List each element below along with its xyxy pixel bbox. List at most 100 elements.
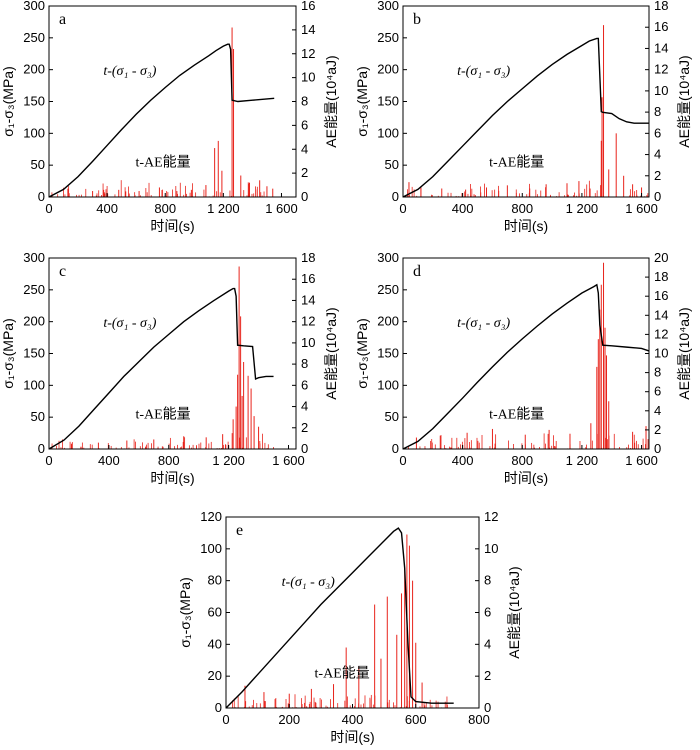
y-left-tick-label: 50 bbox=[31, 409, 45, 424]
stress-curve-label: t-(σ₁ - σ₃) bbox=[103, 316, 156, 331]
x-tick-label: 1 600 bbox=[625, 453, 658, 468]
stress-curve-label: t-(σ₁ - σ₃) bbox=[282, 575, 335, 590]
x-tick-label: 200 bbox=[278, 712, 300, 727]
x-tick-label: 600 bbox=[405, 712, 427, 727]
panel-letter: d bbox=[413, 263, 421, 280]
y-left-tick-label: 40 bbox=[208, 636, 222, 651]
x-tick-label: 1 200 bbox=[207, 201, 240, 216]
x-tick-label: 400 bbox=[342, 712, 364, 727]
x-tick-label: 1 200 bbox=[566, 201, 599, 216]
stress-curve-label: t-(σ₁ - σ₃) bbox=[457, 316, 510, 331]
y-right-tick-label: 0 bbox=[301, 189, 308, 204]
y-left-tick-label: 150 bbox=[23, 346, 45, 361]
y-right-axis-label: AE能量(10⁴aJ) bbox=[676, 55, 692, 147]
y-right-tick-label: 8 bbox=[301, 94, 308, 109]
x-axis-label: 时间(s) bbox=[504, 470, 548, 486]
y-left-axis-label: σ₁-σ₃(MPa) bbox=[0, 66, 16, 136]
y-left-tick-label: 200 bbox=[23, 62, 45, 77]
chart-panel-c: 0 400 800 1 200 1 60005010015020025030002468… bbox=[0, 250, 339, 486]
x-tick-label: 800 bbox=[468, 712, 490, 727]
x-tick-label: 400 bbox=[96, 201, 118, 216]
y-left-tick-label: 50 bbox=[31, 157, 45, 172]
y-left-tick-label: 200 bbox=[377, 314, 399, 329]
y-left-tick-label: 250 bbox=[23, 30, 45, 45]
y-right-axis-label: AE能量(10⁴aJ) bbox=[323, 55, 339, 147]
ae-energy-series bbox=[51, 27, 274, 197]
x-tick-label: 800 bbox=[154, 201, 176, 216]
y-left-axis-label: σ₁-σ₃(MPa) bbox=[354, 66, 370, 136]
ae-curve-label: t-AE能量 bbox=[135, 406, 190, 422]
y-left-tick-label: 120 bbox=[200, 509, 222, 524]
y-right-tick-label: 0 bbox=[654, 189, 661, 204]
ae-energy-series bbox=[51, 266, 274, 449]
y-left-tick-label: 0 bbox=[38, 441, 45, 456]
y-left-tick-label: 0 bbox=[215, 700, 222, 715]
y-right-tick-label: 14 bbox=[654, 307, 668, 322]
y-right-tick-label: 18 bbox=[301, 250, 315, 265]
y-right-tick-label: 8 bbox=[301, 356, 308, 371]
y-left-tick-label: 150 bbox=[377, 94, 399, 109]
y-left-tick-label: 50 bbox=[385, 409, 399, 424]
stress-curve-label: t-(σ₁ - σ₃) bbox=[457, 64, 510, 79]
x-axis-label: 时间(s) bbox=[504, 218, 548, 234]
x-axis-label: 时间(s) bbox=[150, 218, 194, 234]
y-right-tick-label: 12 bbox=[301, 314, 315, 329]
y-right-tick-label: 0 bbox=[301, 441, 308, 456]
x-tick-label: 1 200 bbox=[212, 453, 245, 468]
y-right-tick-label: 4 bbox=[301, 141, 308, 156]
chart-panel-b: 0 400 800 1 200 1 60005010015020025030002468… bbox=[354, 0, 692, 234]
y-right-tick-label: 0 bbox=[654, 441, 661, 456]
y-left-tick-label: 250 bbox=[377, 30, 399, 45]
y-right-tick-label: 10 bbox=[301, 70, 315, 85]
y-right-tick-label: 16 bbox=[301, 271, 315, 286]
y-right-tick-label: 4 bbox=[484, 636, 491, 651]
y-right-tick-label: 6 bbox=[301, 377, 308, 392]
y-right-tick-label: 6 bbox=[484, 605, 491, 620]
y-right-tick-label: 10 bbox=[654, 346, 668, 361]
ae-energy-series bbox=[232, 534, 448, 708]
stress-curve bbox=[402, 283, 650, 450]
y-right-tick-label: 10 bbox=[484, 541, 498, 556]
y-right-tick-label: 2 bbox=[654, 422, 661, 437]
y-right-tick-label: 20 bbox=[654, 250, 668, 265]
stress-curve bbox=[225, 527, 454, 709]
x-tick-label: 400 bbox=[452, 201, 474, 216]
panel-letter: c bbox=[59, 263, 66, 280]
stress-curve bbox=[402, 37, 649, 198]
x-tick-label: 800 bbox=[511, 201, 533, 216]
x-axis-label: 时间(s) bbox=[150, 470, 194, 486]
y-right-axis-label: AE能量(10⁴aJ) bbox=[676, 307, 692, 399]
y-right-tick-label: 2 bbox=[484, 668, 491, 683]
y-right-tick-label: 2 bbox=[301, 165, 308, 180]
y-right-tick-label: 16 bbox=[654, 288, 668, 303]
x-tick-label: 0 bbox=[222, 712, 229, 727]
x-tick-label: 800 bbox=[511, 453, 533, 468]
x-tick-label: 1 600 bbox=[265, 201, 298, 216]
y-right-tick-label: 18 bbox=[654, 269, 668, 284]
y-right-tick-label: 4 bbox=[654, 403, 661, 418]
y-right-tick-label: 4 bbox=[654, 147, 661, 162]
y-right-tick-label: 8 bbox=[654, 104, 661, 119]
y-left-tick-label: 0 bbox=[392, 189, 399, 204]
y-left-tick-label: 20 bbox=[208, 668, 222, 683]
y-right-tick-label: 2 bbox=[301, 420, 308, 435]
panel-letter: b bbox=[413, 11, 421, 28]
y-left-tick-label: 100 bbox=[377, 377, 399, 392]
y-left-axis-label: σ₁-σ₃(MPa) bbox=[354, 318, 370, 388]
y-left-tick-label: 300 bbox=[23, 0, 45, 13]
y-left-tick-label: 250 bbox=[377, 282, 399, 297]
y-right-tick-label: 12 bbox=[654, 326, 668, 341]
ae-curve-label: t-AE能量 bbox=[489, 154, 544, 170]
y-left-tick-label: 150 bbox=[23, 94, 45, 109]
y-left-tick-label: 150 bbox=[377, 346, 399, 361]
stress-curve bbox=[48, 43, 275, 198]
y-left-tick-label: 100 bbox=[23, 125, 45, 140]
x-tick-label: 1 600 bbox=[625, 201, 658, 216]
y-right-tick-label: 18 bbox=[654, 0, 668, 13]
y-left-tick-label: 200 bbox=[23, 314, 45, 329]
y-left-tick-label: 100 bbox=[23, 377, 45, 392]
y-right-tick-label: 6 bbox=[301, 117, 308, 132]
y-right-axis-label: AE能量(10⁴aJ) bbox=[506, 566, 522, 658]
x-axis-label: 时间(s) bbox=[330, 729, 374, 745]
